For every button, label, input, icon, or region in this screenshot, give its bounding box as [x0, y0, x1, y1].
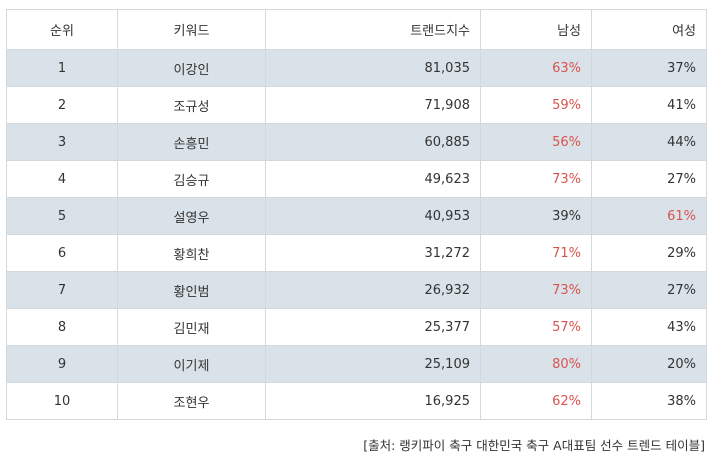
source-caption: [출처: 랭키파이 축구 대한민국 축구 A대표팀 선수 트렌드 테이블]	[363, 438, 705, 453]
cell-female: 37%	[591, 49, 707, 87]
cell-keyword: 김승규	[117, 160, 266, 198]
cell-rank: 7	[6, 271, 118, 309]
header-trend-index: 트랜드지수	[265, 9, 481, 50]
header-male: 남성	[480, 9, 592, 50]
cell-rank: 1	[6, 49, 118, 87]
cell-male: 62%	[480, 382, 592, 420]
cell-rank: 2	[6, 86, 118, 124]
table-body: 1 이강인 81,035 63% 37% 2 조규성 71,908 59% 41…	[6, 49, 707, 420]
trend-table: 순위 키워드 트랜드지수 남성 여성 1 이강인 81,035 63% 37% …	[6, 9, 707, 420]
cell-keyword: 황인범	[117, 271, 266, 309]
cell-keyword: 황희찬	[117, 234, 266, 272]
table-row: 1 이강인 81,035 63% 37%	[6, 49, 707, 87]
cell-keyword: 이기제	[117, 345, 266, 383]
cell-male: 73%	[480, 271, 592, 309]
table-header: 순위 키워드 트랜드지수 남성 여성	[6, 9, 707, 50]
header-female: 여성	[591, 9, 707, 50]
cell-female: 20%	[591, 345, 707, 383]
header-rank: 순위	[6, 9, 118, 50]
table-row: 3 손흥민 60,885 56% 44%	[6, 123, 707, 161]
cell-rank: 9	[6, 345, 118, 383]
cell-male: 39%	[480, 197, 592, 235]
cell-female: 61%	[591, 197, 707, 235]
cell-trend-index: 71,908	[265, 86, 481, 124]
cell-keyword: 설영우	[117, 197, 266, 235]
cell-rank: 8	[6, 308, 118, 346]
cell-trend-index: 31,272	[265, 234, 481, 272]
cell-female: 43%	[591, 308, 707, 346]
cell-trend-index: 49,623	[265, 160, 481, 198]
table-row: 9 이기제 25,109 80% 20%	[6, 345, 707, 383]
cell-female: 44%	[591, 123, 707, 161]
cell-trend-index: 25,377	[265, 308, 481, 346]
table-row: 10 조현우 16,925 62% 38%	[6, 382, 707, 420]
header-row: 순위 키워드 트랜드지수 남성 여성	[6, 9, 707, 50]
table-row: 8 김민재 25,377 57% 43%	[6, 308, 707, 346]
cell-trend-index: 26,932	[265, 271, 481, 309]
table-row: 6 황희찬 31,272 71% 29%	[6, 234, 707, 272]
cell-male: 71%	[480, 234, 592, 272]
table-row: 2 조규성 71,908 59% 41%	[6, 86, 707, 124]
cell-keyword: 손흥민	[117, 123, 266, 161]
cell-trend-index: 40,953	[265, 197, 481, 235]
cell-female: 27%	[591, 271, 707, 309]
cell-rank: 3	[6, 123, 118, 161]
cell-keyword: 조현우	[117, 382, 266, 420]
cell-female: 27%	[591, 160, 707, 198]
cell-trend-index: 25,109	[265, 345, 481, 383]
cell-male: 59%	[480, 86, 592, 124]
cell-female: 41%	[591, 86, 707, 124]
cell-trend-index: 60,885	[265, 123, 481, 161]
table-row: 4 김승규 49,623 73% 27%	[6, 160, 707, 198]
table-row: 5 설영우 40,953 39% 61%	[6, 197, 707, 235]
cell-rank: 10	[6, 382, 118, 420]
header-keyword: 키워드	[117, 9, 266, 50]
cell-female: 38%	[591, 382, 707, 420]
table-row: 7 황인범 26,932 73% 27%	[6, 271, 707, 309]
cell-male: 56%	[480, 123, 592, 161]
cell-keyword: 조규성	[117, 86, 266, 124]
cell-keyword: 김민재	[117, 308, 266, 346]
cell-rank: 6	[6, 234, 118, 272]
cell-female: 29%	[591, 234, 707, 272]
cell-trend-index: 16,925	[265, 382, 481, 420]
cell-male: 57%	[480, 308, 592, 346]
cell-trend-index: 81,035	[265, 49, 481, 87]
cell-male: 80%	[480, 345, 592, 383]
cell-rank: 5	[6, 197, 118, 235]
cell-keyword: 이강인	[117, 49, 266, 87]
cell-male: 63%	[480, 49, 592, 87]
cell-rank: 4	[6, 160, 118, 198]
cell-male: 73%	[480, 160, 592, 198]
